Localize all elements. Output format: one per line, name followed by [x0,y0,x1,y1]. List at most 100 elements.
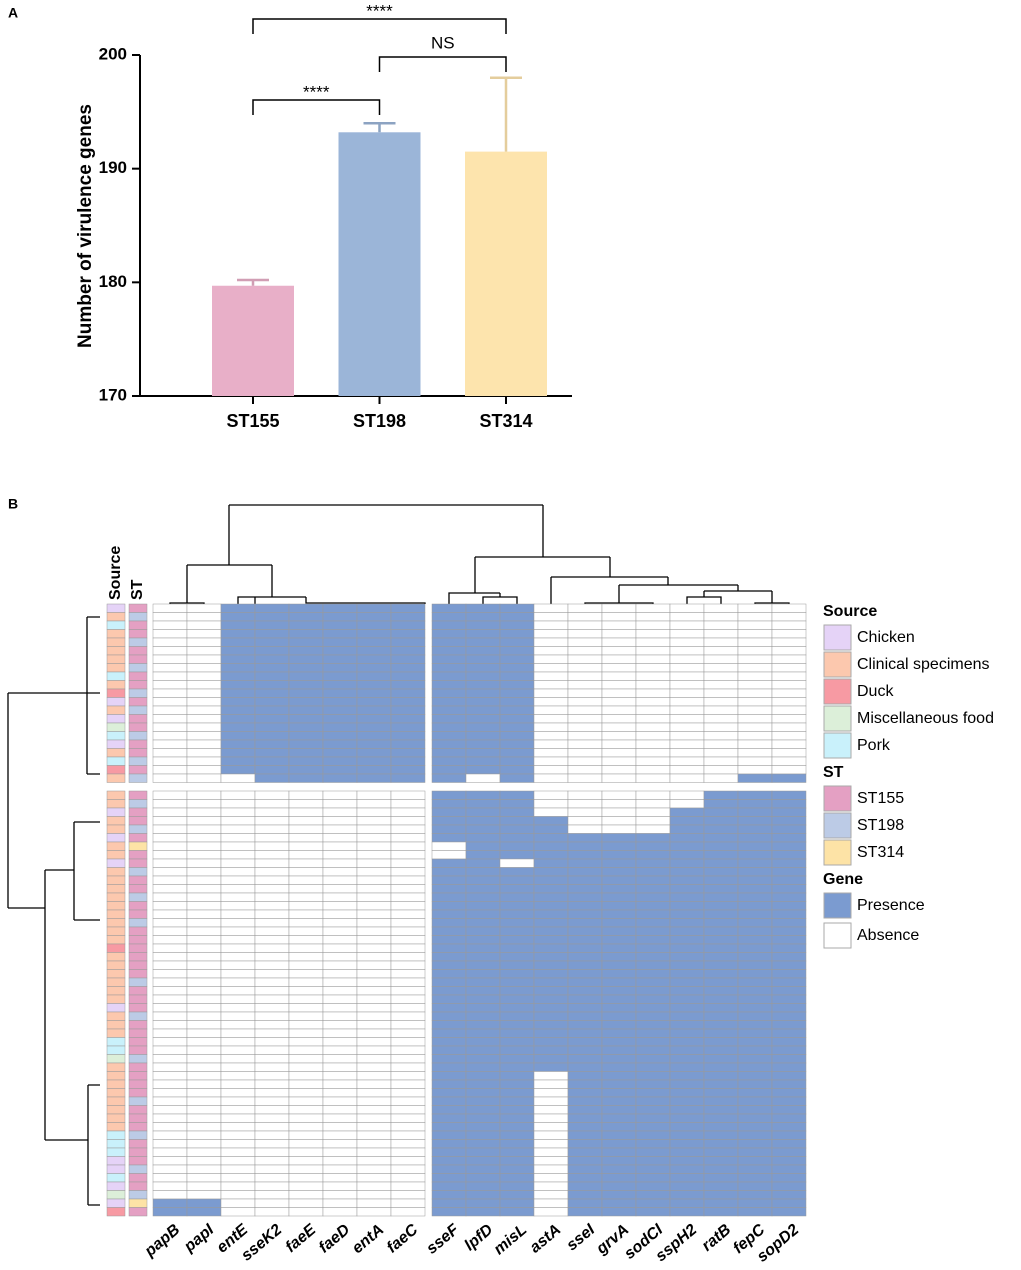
heatmap-cell [567,697,603,707]
heatmap-cell [601,909,637,919]
heatmap-cell [635,858,671,868]
heatmap-cell [669,1062,705,1072]
heatmap-cell [499,935,535,945]
st-annotation [128,1003,148,1013]
heatmap-cell [465,841,501,851]
source-annotation [106,1079,126,1089]
heatmap-cell [254,1054,290,1064]
heatmap-cell [737,841,773,851]
heatmap-cell [703,901,739,911]
heatmap-cell [703,1173,739,1183]
heatmap-cell [322,884,358,894]
heatmap-cell [499,790,535,800]
heatmap-cell [186,603,222,613]
heatmap-cell [703,1164,739,1174]
heatmap-cell [186,773,222,783]
heatmap-cell [635,841,671,851]
heatmap-cell [465,612,501,622]
heatmap-cell [567,654,603,664]
heatmap-cell [254,943,290,953]
heatmap-cell [737,833,773,843]
heatmap-cell [465,1011,501,1021]
heatmap-cell [390,1079,426,1089]
heatmap-cell [771,705,807,715]
heatmap-cell [499,1062,535,1072]
heatmap-cell [499,952,535,962]
heatmap-cell [254,969,290,979]
heatmap-cell [635,1139,671,1149]
heatmap-cell [220,1173,256,1183]
heatmap-cell [601,663,637,673]
heatmap-cell [533,688,569,698]
heatmap-cell [669,833,705,843]
heatmap-cell [737,1156,773,1166]
heatmap-cell [390,807,426,817]
heatmap-cell [431,850,467,860]
heatmap-cell [431,1105,467,1115]
heatmap-cell [465,646,501,656]
heatmap-cell [703,943,739,953]
heatmap-cell [220,705,256,715]
heatmap-cell [152,1122,188,1132]
heatmap-cell [431,1207,467,1217]
heatmap-cell [567,680,603,690]
heatmap-cell [390,1173,426,1183]
heatmap-cell [288,850,324,860]
heatmap-cell [465,714,501,724]
heatmap-cell [567,824,603,834]
heatmap-cell [703,773,739,783]
heatmap-cell [390,1122,426,1132]
heatmap-cell [499,739,535,749]
heatmap-cell [152,952,188,962]
heatmap-cell [254,875,290,885]
heatmap-cell [635,1105,671,1115]
heatmap-cell [669,748,705,758]
heatmap-cell [533,748,569,758]
heatmap-cell [533,1105,569,1115]
source-annotation [106,1130,126,1140]
heatmap-cell [703,816,739,826]
heatmap-cell [601,1028,637,1038]
heatmap-cell [601,892,637,902]
heatmap-cell [288,671,324,681]
heatmap-cell [567,1088,603,1098]
heatmap-cell [737,986,773,996]
heatmap-cell [703,637,739,647]
source-annotation [106,824,126,834]
heatmap-cell [465,637,501,647]
heatmap-cell [254,748,290,758]
heatmap-cell [152,637,188,647]
heatmap-cell [567,637,603,647]
heatmap-cell [533,892,569,902]
st-annotation [128,901,148,911]
heatmap-cell [254,850,290,860]
heatmap-cell [635,867,671,877]
heatmap-cell [220,952,256,962]
heatmap-cell [152,697,188,707]
heatmap-cell [703,850,739,860]
heatmap-cell [288,1181,324,1191]
heatmap-cell [220,722,256,732]
heatmap-cell [220,612,256,622]
heatmap-cell [771,1156,807,1166]
heatmap-cell [533,1054,569,1064]
heatmap-cell [288,986,324,996]
heatmap-cell [465,926,501,936]
heatmap-cell [635,986,671,996]
heatmap-cell [356,816,392,826]
heatmap-cell [601,1037,637,1047]
heatmap-cell [703,1079,739,1089]
heatmap-cell [390,1139,426,1149]
st-annotation [128,629,148,639]
st-annotation [128,867,148,877]
heatmap-cell [703,1113,739,1123]
heatmap-cell [669,1173,705,1183]
heatmap-cell [186,790,222,800]
heatmap-cell [669,1045,705,1055]
heatmap-cell [669,977,705,987]
st-annotation [128,1122,148,1132]
heatmap-cell [669,807,705,817]
heatmap-cell [152,765,188,775]
heatmap-cell [220,960,256,970]
heatmap-cell [322,1156,358,1166]
